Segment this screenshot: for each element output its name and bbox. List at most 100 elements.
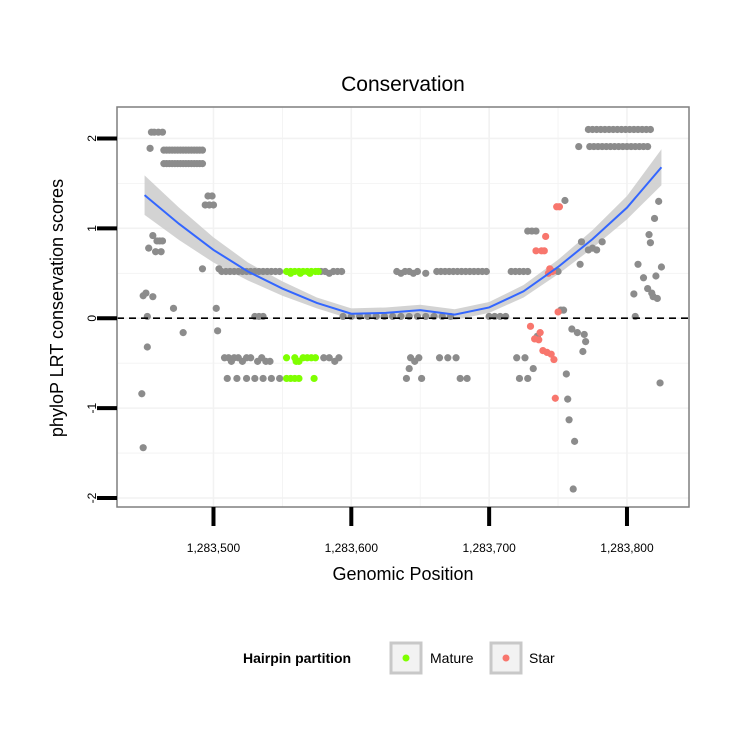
y-tick-label: 0: [85, 315, 99, 322]
other-point: [325, 354, 333, 362]
other-point: [158, 237, 167, 245]
mature-point: [311, 354, 320, 362]
other-point: [482, 267, 490, 276]
other-point: [524, 267, 532, 276]
other-point: [435, 354, 444, 362]
star-point: [555, 203, 564, 211]
other-point: [653, 294, 661, 303]
y-axis-label: phyloP LRT conservation scores: [47, 179, 67, 437]
other-point: [515, 374, 524, 383]
mature-point: [306, 269, 314, 277]
y-tick-label: -2: [85, 492, 99, 503]
other-point: [402, 374, 411, 383]
other-point: [142, 289, 150, 297]
mature-point: [314, 267, 322, 276]
star-point: [535, 336, 543, 344]
other-point: [521, 354, 529, 362]
other-point: [656, 379, 664, 387]
other-point: [223, 374, 231, 383]
mature-point: [296, 269, 304, 277]
y-tick-label: 2: [85, 135, 99, 142]
star-point: [554, 308, 562, 316]
other-point: [157, 248, 165, 256]
other-point: [149, 293, 157, 301]
other-point: [158, 128, 167, 136]
other-point: [339, 312, 347, 321]
mature-point: [292, 357, 300, 365]
star-point: [542, 232, 550, 241]
legend-star-marker: [502, 654, 510, 662]
other-point: [214, 327, 222, 335]
star-point: [540, 247, 548, 255]
other-point: [655, 197, 663, 205]
star-point: [547, 350, 555, 358]
other-point: [650, 214, 659, 223]
other-point: [579, 347, 587, 356]
other-point: [571, 437, 579, 445]
other-point: [562, 370, 570, 378]
plot-border: [116, 106, 690, 508]
other-point: [151, 248, 160, 256]
other-point: [149, 231, 157, 240]
other-point: [568, 325, 576, 333]
other-point: [463, 374, 471, 383]
x-tick-label: 1,283,600: [325, 541, 379, 555]
other-point: [532, 227, 540, 235]
confidence-band: [144, 149, 662, 321]
other-point: [179, 329, 187, 337]
other-point: [576, 260, 584, 268]
other-point: [146, 144, 154, 152]
mature-point: [310, 374, 318, 383]
other-point: [198, 160, 207, 168]
other-point: [452, 354, 460, 362]
other-point: [138, 390, 146, 398]
other-point: [198, 146, 207, 154]
x-axis-label: Genomic Position: [332, 564, 473, 584]
x-tick-label: 1,283,700: [462, 541, 516, 555]
other-point: [320, 354, 328, 362]
other-point: [554, 267, 562, 276]
x-tick-label: 1,283,500: [187, 541, 241, 555]
other-point: [644, 142, 652, 151]
other-point: [580, 330, 588, 339]
x-tick-label: 1,283,800: [600, 541, 654, 555]
other-point: [247, 354, 255, 362]
star-point: [532, 247, 540, 255]
plot-panel: [116, 106, 690, 508]
other-point: [276, 374, 284, 383]
other-point: [139, 444, 147, 452]
other-point: [212, 304, 220, 312]
mature-point: [282, 354, 291, 362]
legend-label-mature: Mature: [430, 650, 474, 666]
other-point: [456, 374, 464, 383]
other-point: [259, 374, 267, 383]
other-point: [418, 374, 426, 383]
mature-point: [295, 374, 303, 383]
other-point: [598, 238, 606, 246]
other-point: [208, 192, 216, 200]
other-point: [267, 374, 275, 383]
other-point: [561, 196, 569, 205]
other-point: [276, 267, 284, 276]
other-point: [233, 374, 241, 383]
other-point: [593, 246, 601, 254]
other-point: [444, 354, 452, 362]
other-point: [405, 364, 413, 373]
other-point: [646, 239, 655, 247]
other-point: [335, 354, 343, 362]
other-point: [524, 374, 532, 383]
other-point: [529, 364, 537, 373]
star-point: [550, 355, 558, 364]
other-point: [634, 260, 642, 268]
star-point: [536, 329, 544, 337]
other-point: [242, 374, 251, 383]
star-point: [551, 394, 559, 402]
other-point: [251, 374, 259, 383]
other-point: [573, 329, 581, 337]
mature-point: [287, 269, 295, 277]
legend-mature-marker: [402, 654, 410, 662]
other-point: [209, 201, 218, 209]
other-point: [582, 338, 590, 346]
other-point: [577, 238, 586, 246]
